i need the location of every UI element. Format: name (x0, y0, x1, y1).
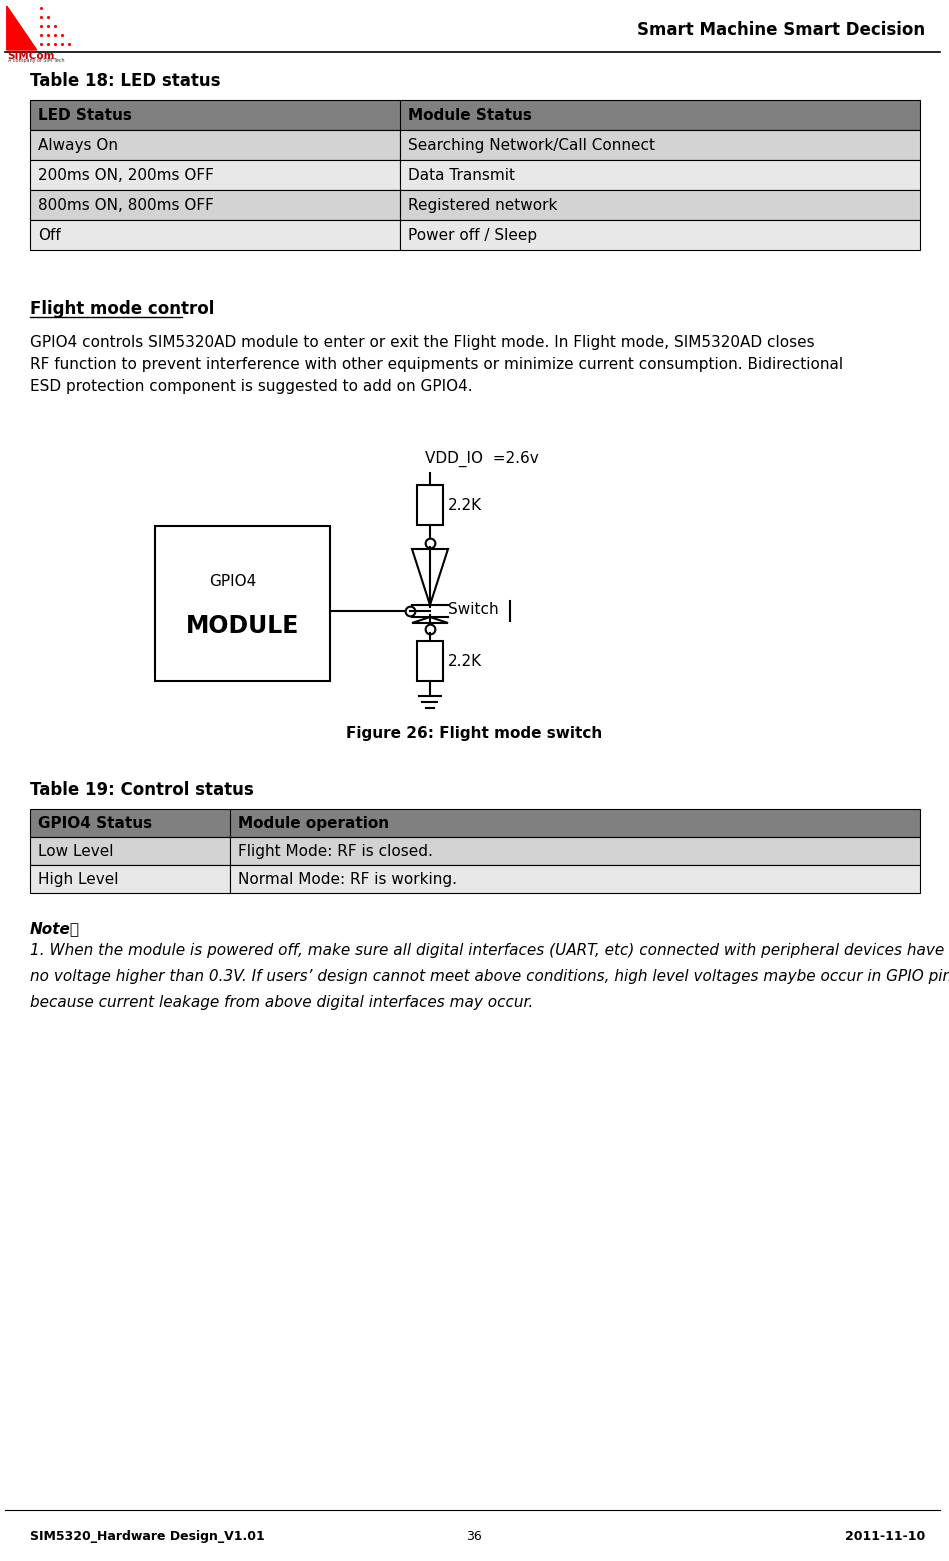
Text: Flight mode control: Flight mode control (30, 300, 214, 318)
Bar (417, 642, 443, 681)
Text: Switch: Switch (448, 601, 498, 617)
Text: GPIO4 controls SIM5320AD module to enter or exit the Flight mode. In Flight mode: GPIO4 controls SIM5320AD module to enter… (30, 336, 814, 350)
Bar (417, 485, 443, 524)
Text: 200ms ON, 200ms OFF: 200ms ON, 200ms OFF (38, 167, 214, 183)
Text: Power off / Sleep: Power off / Sleep (408, 228, 537, 242)
Bar (400, 130, 920, 159)
Bar (30, 100, 920, 130)
Bar (30, 809, 920, 837)
Text: ESD protection component is suggested to add on GPIO4.: ESD protection component is suggested to… (30, 379, 473, 393)
Text: because current leakage from above digital interfaces may occur.: because current leakage from above digit… (30, 994, 533, 1010)
Text: 800ms ON, 800ms OFF: 800ms ON, 800ms OFF (38, 198, 214, 212)
Text: Registered network: Registered network (408, 198, 557, 212)
Text: Smart Machine Smart Decision: Smart Machine Smart Decision (637, 20, 925, 39)
Bar (230, 837, 920, 865)
Text: Searching Network/Call Connect: Searching Network/Call Connect (408, 137, 655, 153)
Bar (30, 159, 400, 190)
Text: LED Status: LED Status (38, 108, 132, 122)
Bar (400, 159, 920, 190)
Bar (400, 190, 920, 220)
Text: Table 18: LED status: Table 18: LED status (30, 72, 220, 91)
Text: Always On: Always On (38, 137, 118, 153)
Text: 1. When the module is powered off, make sure all digital interfaces (UART, etc) : 1. When the module is powered off, make … (30, 943, 944, 958)
Text: 36: 36 (466, 1530, 482, 1542)
Text: SIM5320_Hardware Design_V1.01: SIM5320_Hardware Design_V1.01 (30, 1530, 265, 1542)
Text: Data Transmit: Data Transmit (408, 167, 515, 183)
Bar (30, 130, 400, 159)
Text: Module operation: Module operation (238, 815, 389, 830)
Bar (30, 190, 400, 220)
Text: Off: Off (38, 228, 61, 242)
Bar (230, 865, 920, 893)
Polygon shape (412, 549, 448, 606)
Text: MODULE: MODULE (186, 613, 299, 638)
Text: no voltage higher than 0.3V. If users’ design cannot meet above conditions, high: no voltage higher than 0.3V. If users’ d… (30, 969, 949, 983)
Text: GPIO4: GPIO4 (209, 573, 256, 588)
Text: VDD_IO  =2.6v: VDD_IO =2.6v (425, 451, 539, 467)
Text: Table 19: Control status: Table 19: Control status (30, 780, 253, 799)
Bar (30, 837, 230, 865)
Text: RF function to prevent interference with other equipments or minimize current co: RF function to prevent interference with… (30, 357, 843, 372)
Bar (30, 220, 400, 250)
Text: 2.2K: 2.2K (448, 654, 482, 668)
Text: 2.2K: 2.2K (448, 498, 482, 512)
Text: Low Level: Low Level (38, 843, 114, 859)
Text: High Level: High Level (38, 871, 119, 887)
Bar (155, 526, 330, 681)
Polygon shape (412, 617, 448, 623)
Text: Figure 26: Flight mode switch: Figure 26: Flight mode switch (345, 726, 602, 741)
Bar (30, 865, 230, 893)
Text: GPIO4 Status: GPIO4 Status (38, 815, 152, 830)
Text: A company of SIM Tech: A company of SIM Tech (8, 58, 65, 62)
Text: 2011-11-10: 2011-11-10 (845, 1530, 925, 1542)
Text: Module Status: Module Status (408, 108, 531, 122)
Polygon shape (7, 6, 37, 50)
Text: Note：: Note： (30, 921, 80, 937)
Bar (400, 220, 920, 250)
Text: Flight Mode: RF is closed.: Flight Mode: RF is closed. (238, 843, 433, 859)
Text: Normal Mode: RF is working.: Normal Mode: RF is working. (238, 871, 457, 887)
Text: SIMCom: SIMCom (8, 52, 55, 61)
